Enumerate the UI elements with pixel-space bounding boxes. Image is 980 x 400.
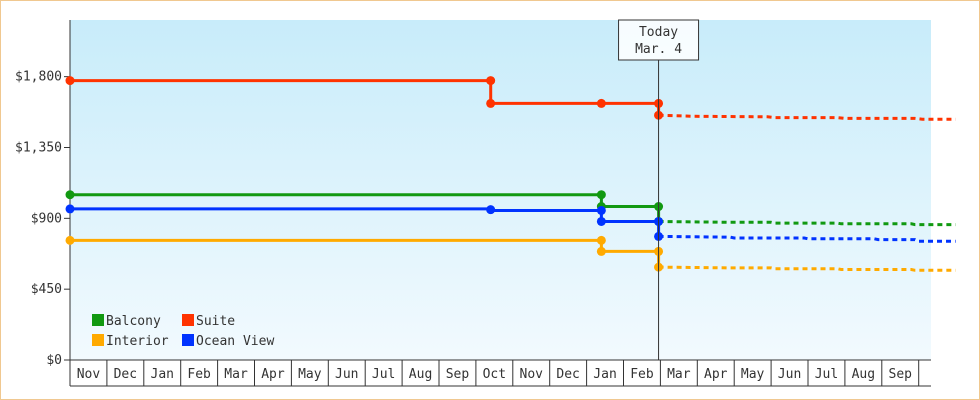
x-tick-label: May (298, 367, 322, 382)
data-point-ocean-view (596, 205, 606, 215)
legend-label-balcony: Balcony (106, 314, 161, 329)
data-point-suite (596, 98, 606, 108)
y-axis: $0 $450 $900 $1,350 $1,800 (15, 20, 71, 368)
legend-label-ocean-view: Ocean View (196, 334, 274, 349)
y-tick-label: $450 (31, 282, 62, 297)
x-tick-label: Oct (483, 367, 506, 382)
x-tick-label: Feb (630, 367, 654, 382)
legend-swatch-suite (182, 314, 194, 326)
x-tick-label: Mar (667, 367, 691, 382)
data-point-interior (596, 246, 606, 256)
y-tick-label: $1,800 (15, 70, 62, 85)
x-tick-label: Jun (335, 367, 358, 382)
data-point-ocean-view (596, 216, 606, 226)
forecast-line-balcony (658, 220, 956, 227)
today-marker: Today Mar. 4 (618, 19, 700, 360)
data-point-interior (596, 235, 606, 245)
legend-label-interior: Interior (106, 334, 169, 349)
legend: Balcony Suite Interior Ocean View (92, 314, 274, 349)
data-point-balcony (596, 190, 606, 200)
data-point-ocean-view (486, 205, 496, 215)
today-box (618, 19, 700, 61)
today-date: Mar. 4 (635, 42, 682, 57)
data-point-ocean-view (65, 204, 75, 214)
x-tick-label: Dec (114, 367, 137, 382)
legend-swatch-interior (92, 334, 104, 346)
x-tick-label: Jun (778, 367, 801, 382)
forecast-line-interior (658, 265, 956, 272)
plot-background (70, 20, 931, 360)
y-tick-label: $900 (31, 211, 62, 226)
forecast-line-ocean-view (658, 234, 956, 243)
data-point-suite (486, 98, 496, 108)
forecast-line-suite (658, 113, 956, 121)
legend-swatch-balcony (92, 314, 104, 326)
legend-label-suite: Suite (196, 314, 235, 329)
data-point-suite (486, 76, 496, 86)
x-axis: Nov Dec Jan Feb Mar Apr May Jun Jul Aug Sep Oct Nov D… (69, 359, 931, 387)
x-tick-label: Mar (224, 367, 248, 382)
today-label: Today (639, 25, 678, 40)
x-tick-label: Jul (815, 367, 838, 382)
x-tick-label: Jan (593, 367, 616, 382)
x-tick-label: Aug (409, 367, 432, 382)
x-tick-label: Nov (77, 367, 101, 382)
x-tick-label: Jul (372, 367, 395, 382)
x-tick-label: Aug (852, 367, 875, 382)
x-tick-label: Nov (520, 367, 544, 382)
data-point-suite (65, 76, 75, 86)
y-tick-label: $1,350 (15, 141, 62, 156)
x-tick-label: Apr (704, 367, 728, 382)
data-point-balcony (65, 190, 75, 200)
x-tick-label: Feb (187, 367, 211, 382)
x-tick-label: Dec (556, 367, 579, 382)
x-tick-label: Jan (151, 367, 174, 382)
y-tick-label: $0 (46, 353, 62, 368)
x-tick-label: Apr (261, 367, 285, 382)
data-point-interior (65, 235, 75, 245)
x-tick-label: Sep (446, 367, 470, 382)
x-tick-label: May (741, 367, 765, 382)
x-tick-label: Sep (889, 367, 913, 382)
legend-swatch-ocean-view (182, 334, 194, 346)
